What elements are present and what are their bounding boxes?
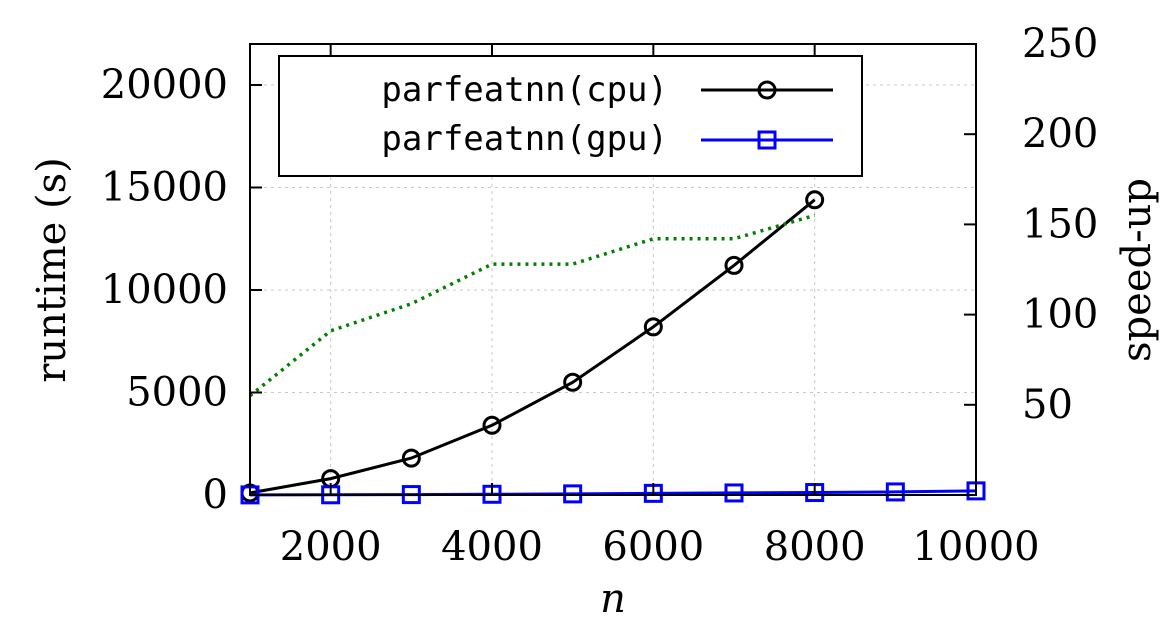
y-tick-label: 20000 [101,62,228,108]
legend-box [278,55,863,177]
data-point-0 [482,415,502,435]
data-point-0 [401,448,421,468]
y2-tick-label: 200 [1022,111,1098,157]
legend-label-cpu: parfeatnn(cpu) [381,70,668,110]
legend-marker-gpu [757,130,777,150]
y2-tick-label: 150 [1022,201,1098,247]
y2-axis-title: speed-up [1114,178,1160,362]
data-point-0 [805,190,825,210]
y-tick-label: 5000 [126,370,228,416]
data-point-0 [724,255,744,275]
legend-label-gpu: parfeatnn(gpu) [381,119,668,159]
data-point-0 [563,372,583,392]
x-axis-title: n [600,576,626,622]
x-tick-label: 4000 [441,524,543,570]
x-tick-label: 2000 [280,524,382,570]
y-axis-title: runtime (s) [29,157,75,383]
plot-frame [249,43,977,496]
x-tick-label: 10000 [912,524,1039,570]
legend-marker-cpu [757,80,777,100]
x-tick-label: 8000 [764,524,866,570]
y-tick-label: 0 [203,472,228,518]
series-line-2 [248,213,816,398]
data-point-0 [643,317,663,337]
y-tick-label: 10000 [101,267,228,313]
y-tick-label: 15000 [101,165,228,211]
data-point-1 [724,483,744,503]
series-line-0 [249,198,816,495]
plot-series [240,190,986,505]
y2-tick-label: 50 [1022,382,1073,428]
data-point-1 [563,484,583,504]
axis-ticks [250,43,977,496]
data-point-1 [885,482,905,502]
legend: parfeatnn(cpu) parfeatnn(gpu) [278,55,863,177]
tick-labels: 2000 4000 6000 8000 10000 0 5000 10000 15000 2000… [101,21,1099,570]
x-tick-label: 6000 [602,524,704,570]
y2-tick-label: 250 [1022,21,1098,67]
y2-tick-label: 100 [1022,292,1098,338]
